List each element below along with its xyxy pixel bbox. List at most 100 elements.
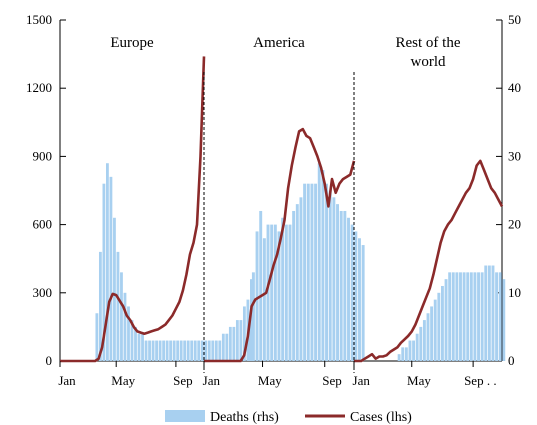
deaths-bar	[343, 210, 347, 361]
deaths-bar	[255, 231, 259, 361]
legend-swatch-deaths	[165, 410, 205, 422]
deaths-bar	[466, 272, 470, 361]
deaths-bar	[95, 313, 99, 361]
deaths-bar	[225, 333, 229, 361]
deaths-bar	[214, 340, 218, 361]
deaths-bar	[437, 292, 441, 361]
deaths-bar	[137, 333, 141, 361]
deaths-bar	[262, 238, 266, 361]
deaths-bar	[440, 285, 444, 361]
deaths-bar	[491, 265, 495, 361]
deaths-bar	[158, 340, 162, 361]
deaths-bar	[172, 340, 176, 361]
deaths-bar	[401, 347, 405, 361]
x-tick-label: Jan	[203, 373, 221, 388]
deaths-bar	[455, 272, 459, 361]
deaths-bar	[317, 163, 321, 361]
region-label: Europe	[110, 35, 154, 51]
deaths-bar	[169, 340, 173, 361]
deaths-bar	[190, 340, 194, 361]
deaths-bar	[284, 224, 288, 361]
deaths-bar	[426, 313, 430, 361]
left-y-tick-label: 1500	[26, 12, 52, 27]
deaths-bar	[430, 306, 434, 361]
deaths-bar	[484, 265, 488, 361]
deaths-bar	[162, 340, 166, 361]
deaths-bar	[197, 340, 201, 361]
deaths-bar	[361, 245, 365, 361]
deaths-bar	[332, 197, 336, 361]
deaths-bar	[242, 306, 246, 361]
deaths-bar	[292, 210, 296, 361]
deaths-bar	[495, 272, 499, 361]
left-y-tick-label: 900	[33, 148, 53, 163]
deaths-bar	[325, 183, 329, 361]
deaths-bar	[120, 272, 123, 361]
deaths-bar	[347, 217, 350, 361]
x-tick-label: Sep	[322, 373, 342, 388]
deaths-bar	[477, 272, 480, 361]
deaths-bar	[102, 183, 106, 361]
right-y-tick-label: 0	[508, 353, 515, 368]
deaths-bar	[433, 299, 437, 361]
legend-label-deaths: Deaths (rhs)	[210, 410, 279, 425]
deaths-bar	[354, 231, 358, 361]
x-tick-label: Jan	[353, 373, 371, 388]
deaths-bar	[266, 224, 270, 361]
deaths-bar	[415, 333, 419, 361]
deaths-bar	[228, 326, 232, 361]
deaths-bar	[339, 210, 343, 361]
deaths-bar	[419, 326, 423, 361]
deaths-bar	[487, 265, 491, 361]
left-y-tick-label: 600	[33, 217, 53, 232]
deaths-bar	[127, 306, 130, 361]
deaths-bar	[218, 340, 222, 361]
left-y-tick-label: 1200	[26, 80, 52, 95]
deaths-bar	[235, 320, 239, 361]
deaths-bar	[422, 320, 426, 361]
deaths-bar	[98, 251, 102, 361]
deaths-bar	[473, 272, 477, 361]
deaths-bar	[109, 176, 113, 361]
x-tick-label: Sep . .	[464, 373, 497, 388]
deaths-bar	[106, 163, 109, 361]
deaths-bar	[310, 183, 314, 361]
cases-line	[354, 159, 504, 363]
deaths-bar	[148, 340, 151, 361]
right-y-tick-label: 30	[508, 148, 521, 163]
deaths-bar	[116, 251, 120, 361]
deaths-bar	[193, 340, 197, 361]
deaths-bar	[480, 272, 484, 361]
deaths-bar	[502, 279, 506, 361]
deaths-bar	[113, 217, 116, 361]
deaths-bar	[273, 224, 277, 361]
deaths-bar	[336, 204, 339, 361]
right-y-tick-label: 50	[508, 12, 521, 27]
deaths-bar	[232, 326, 236, 361]
deaths-bar	[165, 340, 169, 361]
deaths-bar	[350, 224, 354, 361]
deaths-bar	[451, 272, 455, 361]
deaths-bar	[123, 292, 127, 361]
deaths-bar	[462, 272, 466, 361]
deaths-bar	[498, 272, 502, 361]
left-y-tick-label: 300	[33, 285, 53, 300]
deaths-bar	[270, 224, 274, 361]
deaths-bar	[469, 272, 473, 361]
deaths-bar	[183, 340, 187, 361]
cases-line	[204, 127, 356, 363]
deaths-bar	[404, 347, 408, 361]
deaths-bar	[251, 272, 255, 361]
deaths-bar	[448, 272, 452, 361]
deaths-bar	[134, 326, 137, 361]
deaths-bar	[358, 238, 361, 361]
deaths-bar	[248, 320, 252, 361]
deaths-bar	[397, 354, 401, 361]
deaths-bar	[412, 340, 416, 361]
deaths-bar	[207, 340, 211, 361]
deaths-bar	[144, 340, 148, 361]
deaths-bar	[200, 340, 204, 361]
deaths-bar	[155, 340, 158, 361]
deaths-bar	[299, 197, 303, 361]
